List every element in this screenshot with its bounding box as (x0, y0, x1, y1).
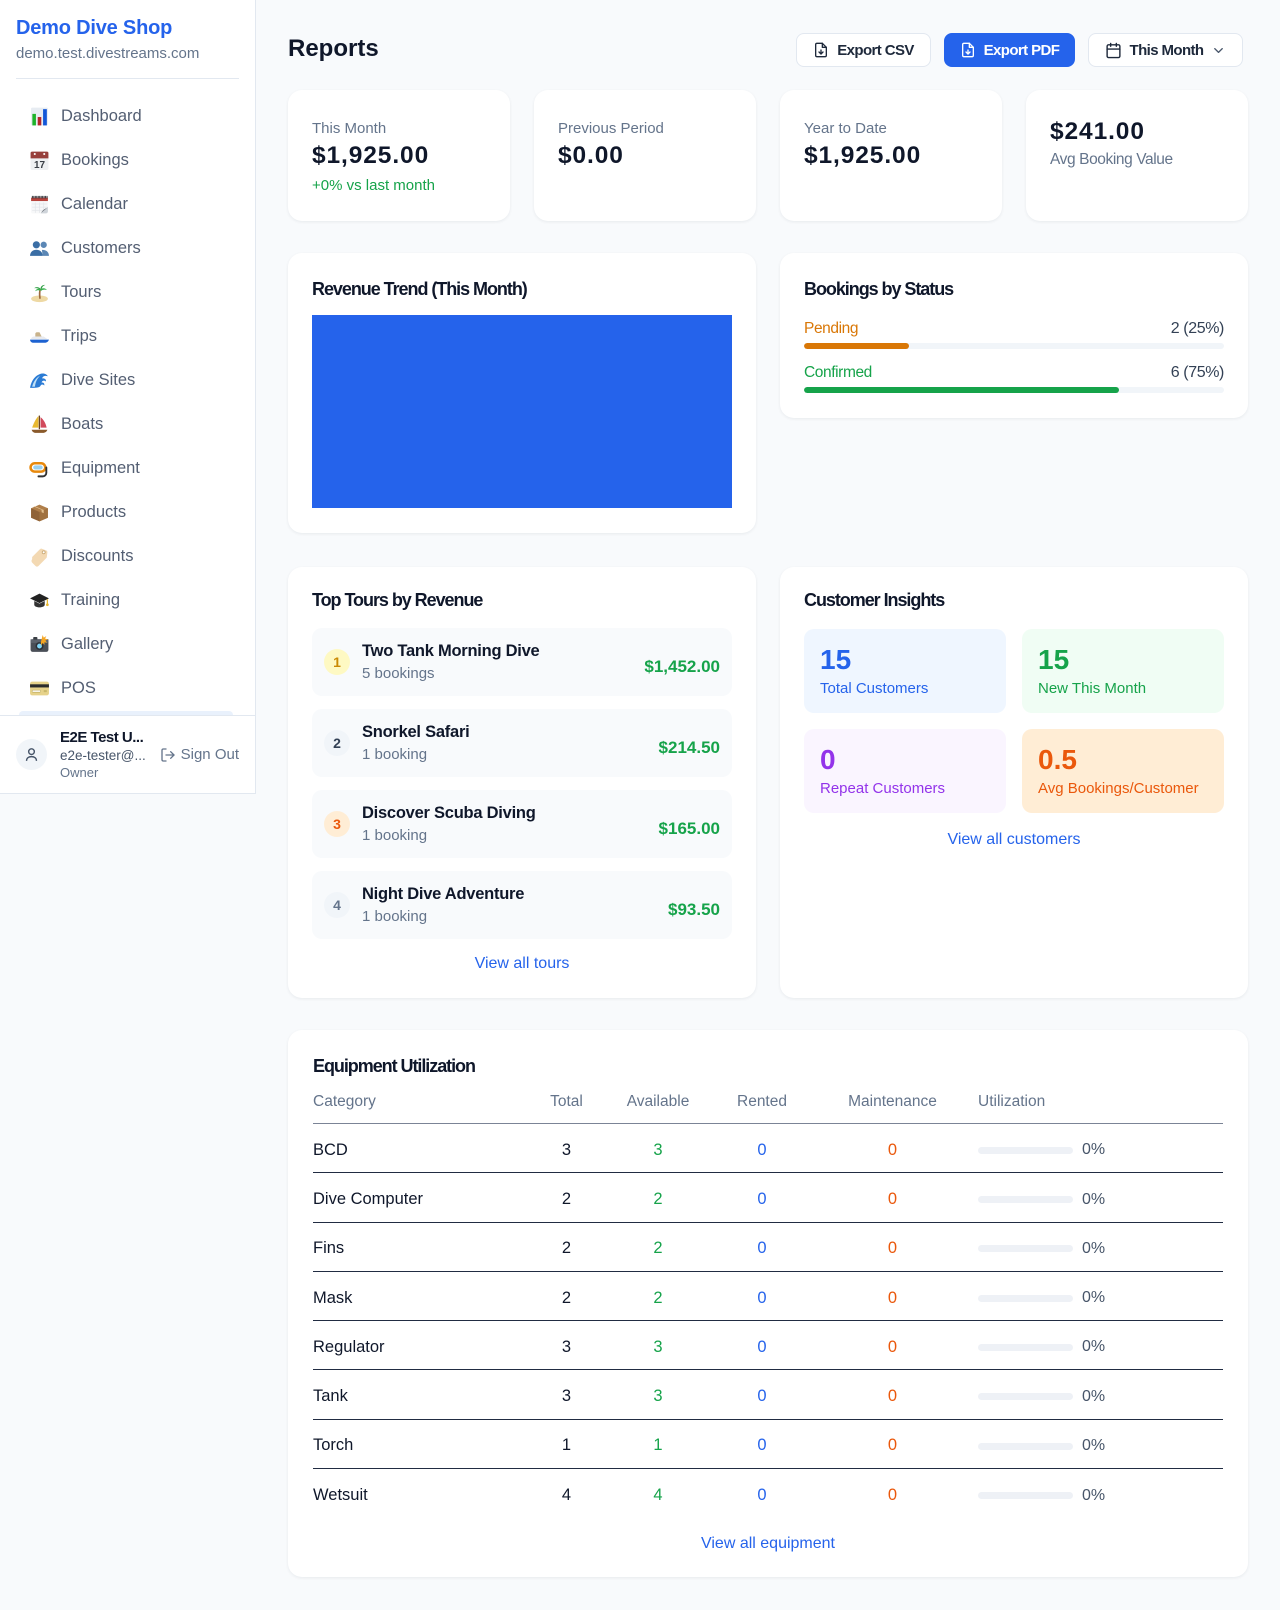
svg-text:17: 17 (34, 159, 46, 170)
